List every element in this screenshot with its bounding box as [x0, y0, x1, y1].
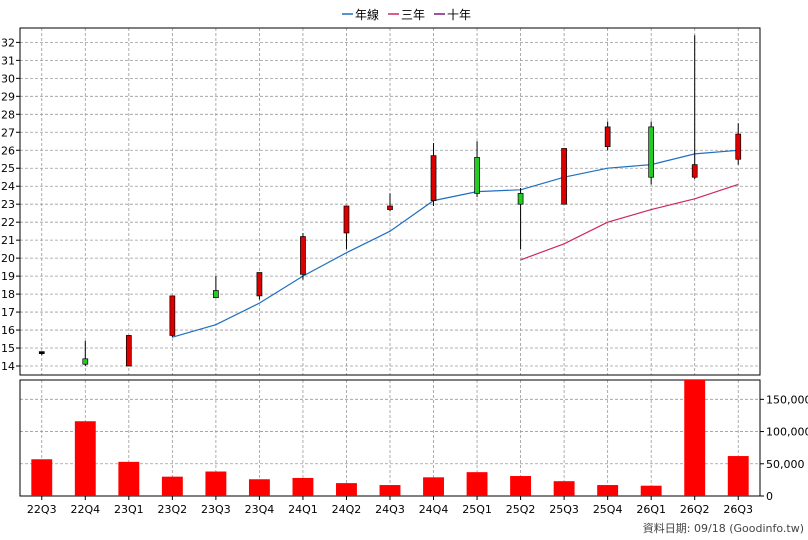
volume-tick-label: 0 [766, 490, 773, 503]
price-tick-label: 23 [1, 198, 15, 211]
candle-body [735, 133, 742, 160]
series-line [172, 149, 739, 338]
price-candles [38, 35, 742, 367]
candle-body [343, 205, 350, 234]
candle-body [213, 290, 219, 299]
x-tick-label: 24Q1 [288, 503, 318, 516]
price-tick-label: 24 [1, 180, 15, 193]
x-tick-label: 23Q1 [114, 503, 144, 516]
price-tick-label: 20 [1, 252, 15, 265]
x-tick-label: 22Q3 [27, 503, 57, 516]
volume-bar [553, 481, 575, 496]
price-tick-label: 16 [1, 324, 15, 337]
candle-body [387, 205, 393, 210]
candle-body [169, 295, 176, 336]
volume-tick-label: 100,000 [766, 426, 808, 439]
x-tick-label: 25Q2 [506, 503, 536, 516]
x-tick-label: 24Q3 [375, 503, 405, 516]
volume-axis: 0 50,000 100,000 150,000 [19, 379, 808, 503]
candle-body [125, 335, 132, 367]
volume-bar [161, 476, 183, 496]
volume-bar [379, 485, 401, 496]
volume-bar [248, 479, 270, 496]
price-tick-label: 27 [1, 126, 15, 139]
candle-body [691, 164, 698, 178]
legend-label: 年線 [355, 7, 379, 22]
x-tick-label: 25Q4 [593, 503, 623, 516]
volume-bar [640, 485, 662, 496]
x-tick-label: 24Q4 [419, 503, 449, 516]
price-tick-label: 32 [1, 36, 15, 49]
volume-bar [510, 476, 532, 496]
series-line [520, 183, 739, 261]
candle-body [517, 193, 524, 205]
price-tick-label: 21 [1, 234, 15, 247]
x-tick-label: 26Q2 [680, 503, 710, 516]
price-tick-label: 31 [1, 54, 15, 67]
legend: 年線 三年 十年 [342, 7, 471, 22]
volume-bar [684, 380, 706, 496]
x-tick-labels: 22Q3 22Q4 23Q1 23Q2 23Q3 23Q4 24Q1 24Q2 24Q3 24Q4… [27, 503, 753, 516]
candle-body [256, 272, 263, 297]
candle-body [38, 351, 45, 354]
x-tick-label: 23Q4 [245, 503, 275, 516]
price-tick-label: 22 [1, 216, 15, 229]
moving-average-lines [172, 149, 739, 338]
price-tick-label: 17 [1, 306, 15, 319]
volume-bars [31, 380, 749, 496]
volume-bar [31, 459, 53, 496]
price-tick-label: 15 [1, 342, 15, 355]
candle-body [604, 126, 611, 148]
volume-bar [727, 456, 749, 496]
x-tick-label: 23Q3 [201, 503, 231, 516]
price-tick-label: 26 [1, 144, 15, 157]
price-tick-label: 25 [1, 162, 15, 175]
x-tick-label: 26Q3 [723, 503, 753, 516]
price-tick-label: 18 [1, 288, 15, 301]
price-tick-label: 28 [1, 108, 15, 121]
volume-bar [74, 421, 96, 496]
volume-bar [336, 483, 357, 496]
candle-body [430, 155, 437, 201]
candle-body [648, 126, 655, 178]
volume-tick-label: 150,000 [766, 393, 808, 406]
candle-body [82, 358, 89, 365]
legend-label: 十年 [447, 8, 471, 22]
price-tick-label: 19 [1, 270, 15, 283]
volume-bar [205, 471, 227, 496]
legend-label: 三年 [401, 8, 425, 22]
x-tick-label: 23Q2 [158, 503, 188, 516]
volume-bar [423, 477, 444, 496]
volume-bar [466, 472, 488, 496]
price-axis: 14 15 16 17 18 19 20 21 22 23 24 25 26 27 28 29 30 31 32 [1, 27, 761, 376]
price-plot-frame [19, 27, 761, 376]
x-tick-label: 25Q3 [549, 503, 579, 516]
volume-tick-label: 50,000 [766, 458, 805, 471]
x-tick-label: 26Q1 [636, 503, 666, 516]
source-footer: 資料日期: 09/18 (Goodinfo.tw) [643, 521, 804, 535]
candle-body [474, 157, 480, 194]
x-tick-label: 24Q2 [332, 503, 362, 516]
price-tick-label: 30 [1, 72, 15, 85]
price-tick-label: 14 [1, 360, 15, 373]
volume-bar [292, 477, 314, 496]
candle-body [300, 236, 306, 275]
x-tick-label: 25Q1 [462, 503, 492, 516]
x-tick-label: 22Q4 [70, 503, 100, 516]
price-tick-label: 29 [1, 90, 15, 103]
volume-bar [597, 485, 619, 496]
candle-body [561, 148, 567, 205]
volume-bar [118, 461, 140, 496]
